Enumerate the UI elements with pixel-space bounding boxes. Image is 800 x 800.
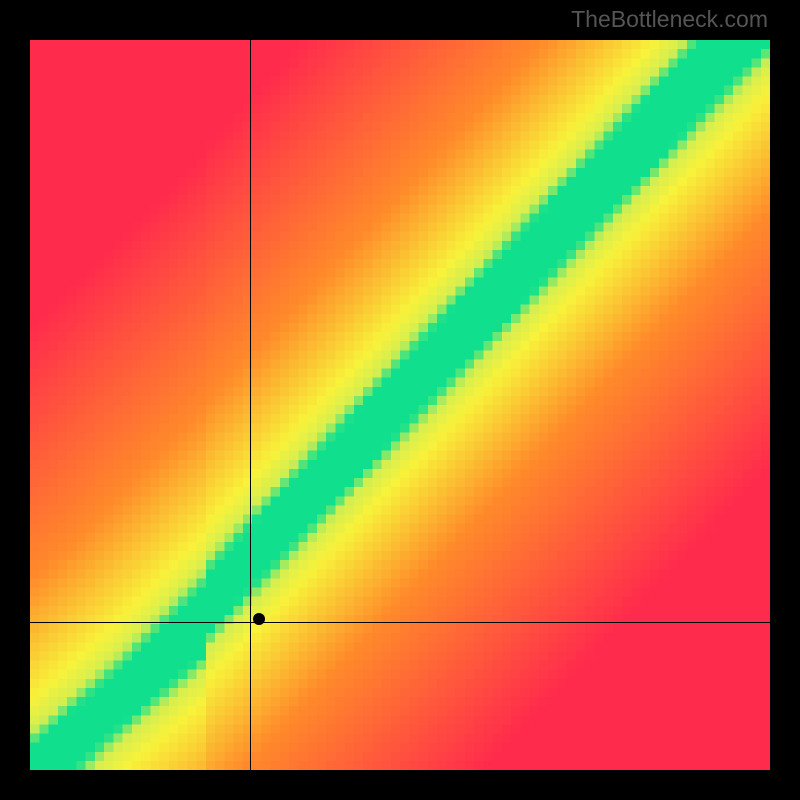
selection-marker (253, 613, 265, 625)
watermark-text: TheBottleneck.com (571, 6, 768, 33)
bottleneck-heatmap (30, 40, 770, 770)
chart-container: TheBottleneck.com (0, 0, 800, 800)
crosshair-vertical (250, 40, 251, 770)
crosshair-horizontal (30, 622, 770, 623)
